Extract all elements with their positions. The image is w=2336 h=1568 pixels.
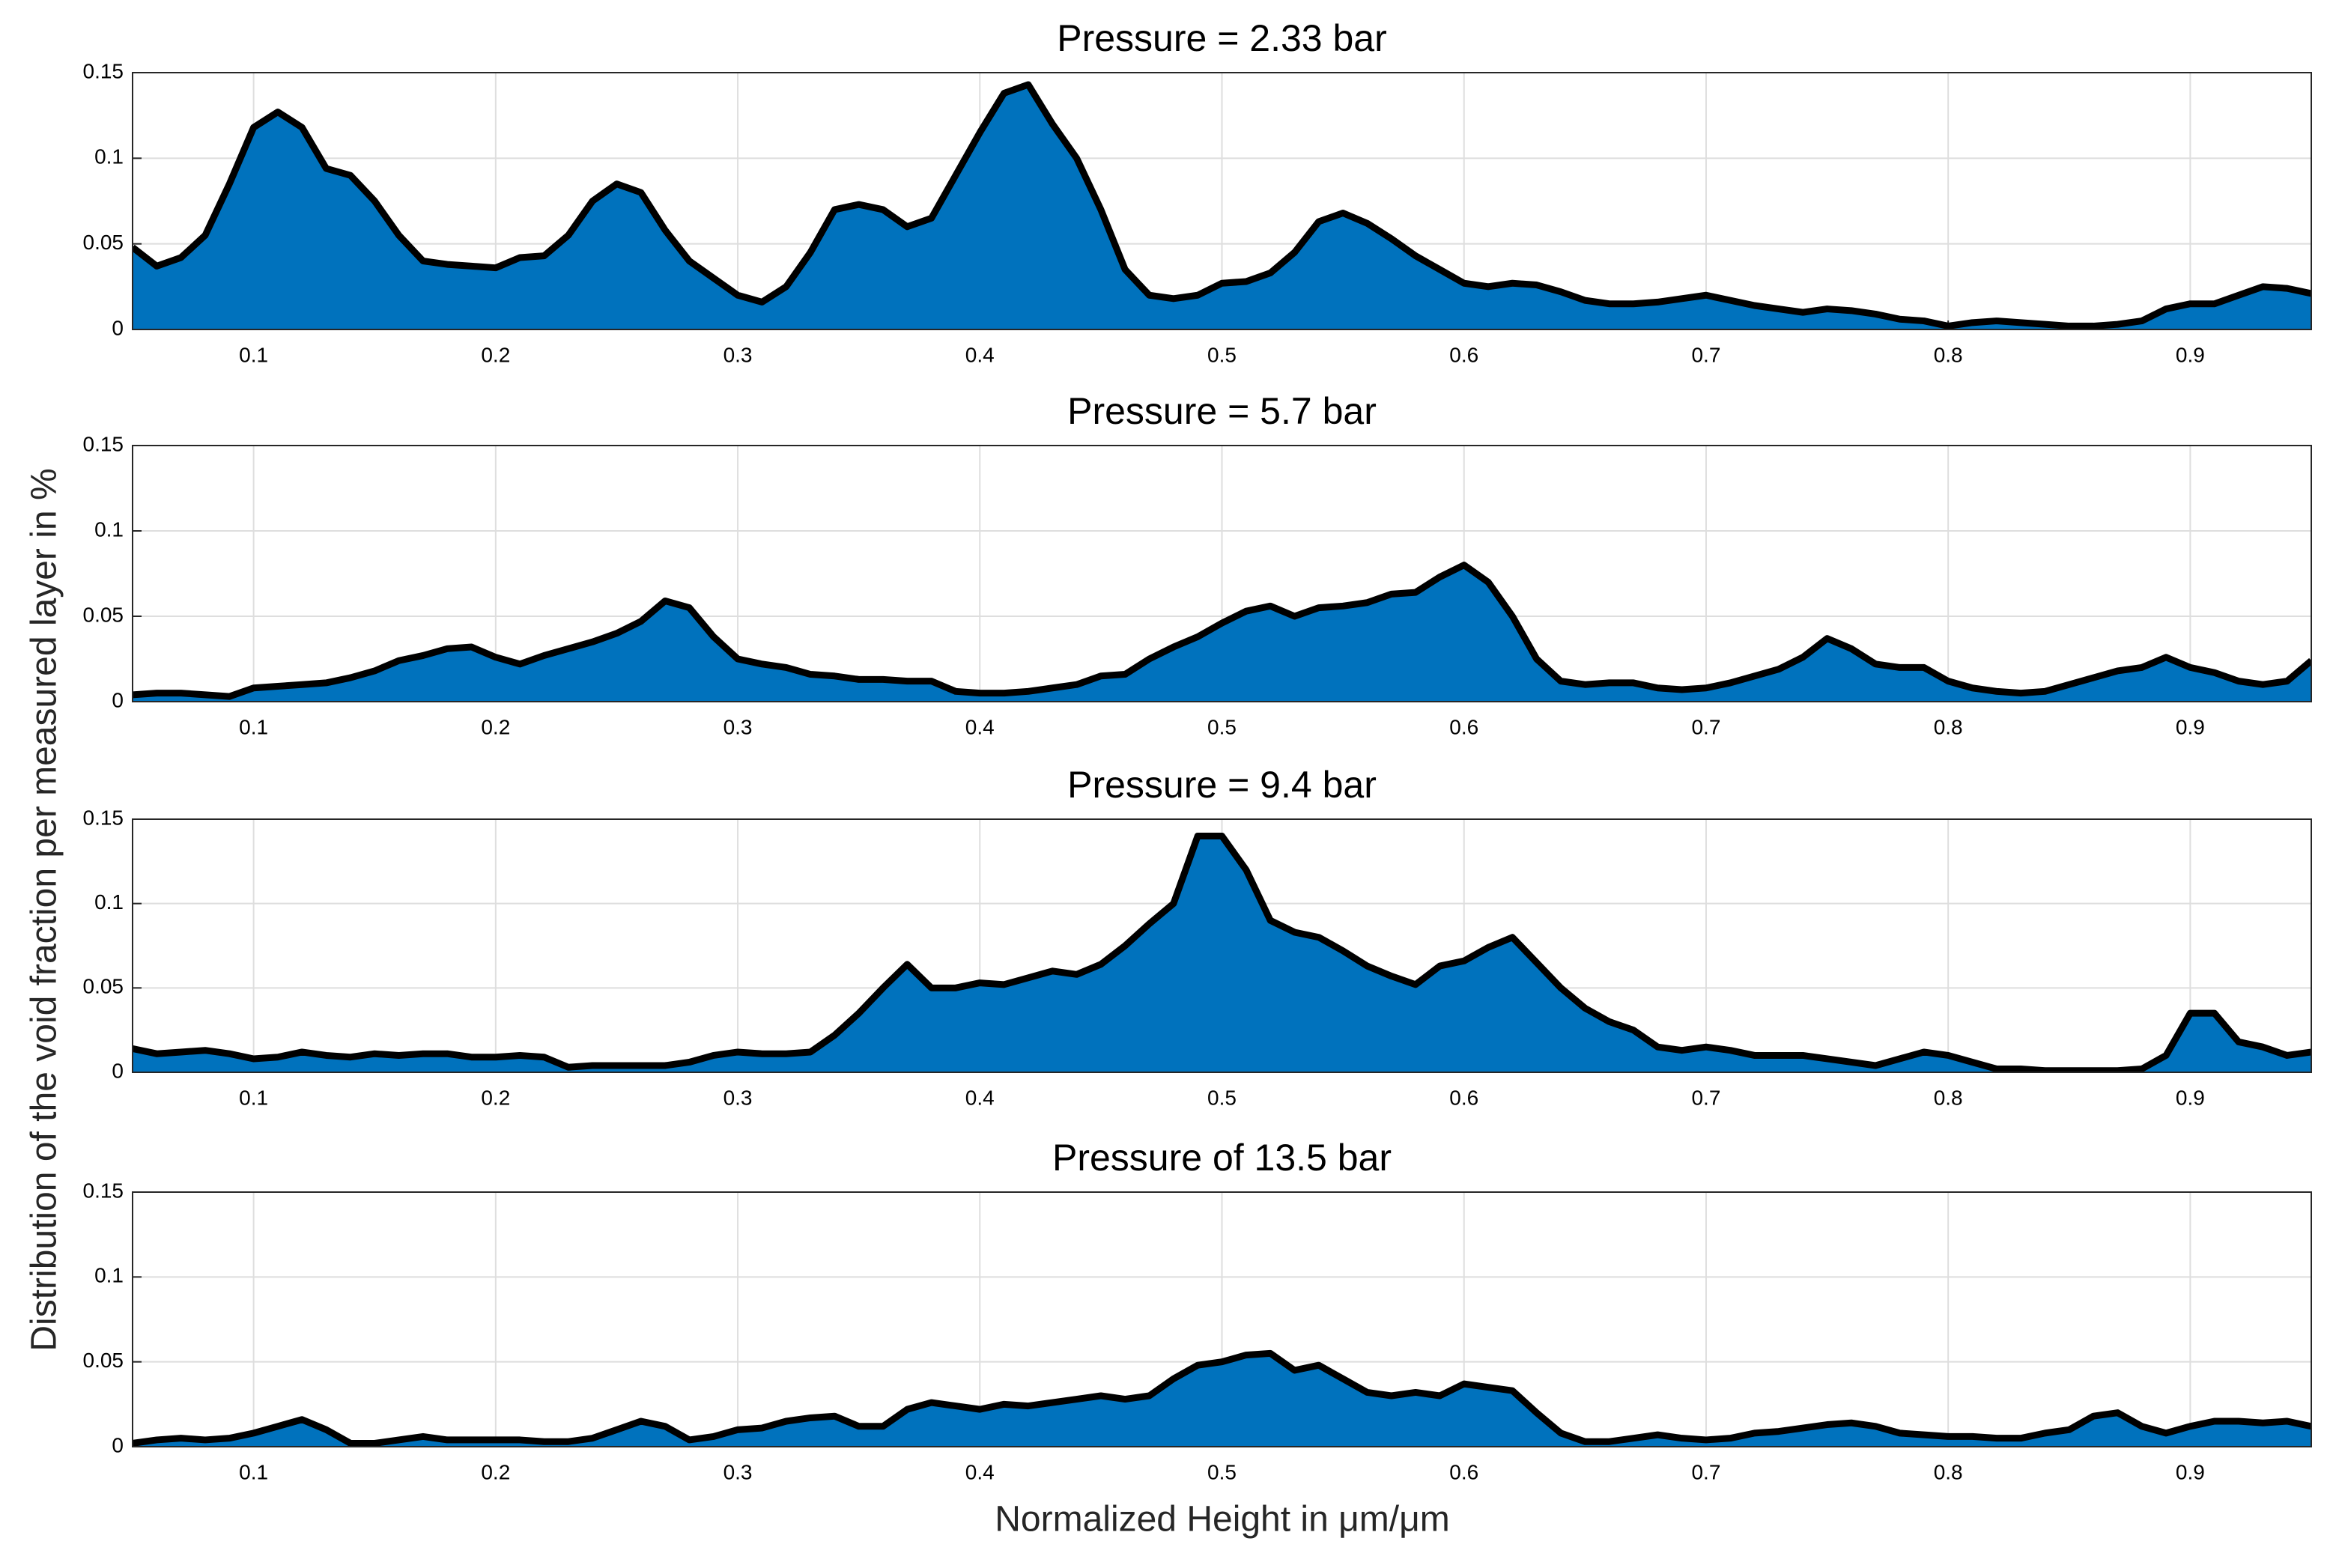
x-tick-label: 0.9 bbox=[2176, 343, 2205, 366]
chart-title: Pressure = 9.4 bar bbox=[1067, 764, 1377, 806]
y-tick-label: 0.05 bbox=[83, 231, 124, 254]
x-tick-label: 0.6 bbox=[1449, 715, 1478, 738]
plot-area bbox=[133, 81, 2311, 329]
x-tick-label: 0.6 bbox=[1449, 343, 1478, 366]
area bbox=[133, 836, 2311, 1072]
y-tick-label: 0 bbox=[112, 316, 124, 339]
x-tick-label: 0.9 bbox=[2176, 1460, 2205, 1483]
x-tick-label: 0.6 bbox=[1449, 1460, 1478, 1483]
x-tick-label: 0.6 bbox=[1449, 1086, 1478, 1109]
x-tick-label: 0.7 bbox=[1691, 1460, 1720, 1483]
area bbox=[133, 85, 2311, 329]
y-tick-label: 0.1 bbox=[94, 517, 124, 541]
x-tick-label: 0.1 bbox=[239, 343, 268, 366]
y-tick-label: 0.15 bbox=[83, 432, 124, 455]
x-tick-label: 0.3 bbox=[723, 1460, 753, 1483]
y-tick-label: 0.05 bbox=[83, 1349, 124, 1372]
x-tick-label: 0.1 bbox=[239, 715, 268, 738]
x-tick-label: 0.7 bbox=[1691, 1086, 1720, 1109]
y-tick-label: 0 bbox=[112, 1433, 124, 1456]
y-tick-label: 0 bbox=[112, 1059, 124, 1082]
line bbox=[133, 1349, 2311, 1447]
chart-title: Pressure of 13.5 bar bbox=[1052, 1137, 1392, 1179]
x-tick-label: 0.8 bbox=[1934, 1460, 1963, 1483]
plot-area bbox=[133, 562, 2311, 702]
axes-frame bbox=[132, 445, 2312, 702]
line bbox=[133, 562, 2311, 700]
line bbox=[133, 833, 2311, 1072]
y-tick-label: 0.05 bbox=[83, 603, 124, 626]
y-tick-label: 0.15 bbox=[83, 59, 124, 82]
area bbox=[133, 1353, 2311, 1447]
x-tick-label: 0.3 bbox=[723, 715, 753, 738]
x-tick-label: 0.2 bbox=[481, 1086, 510, 1109]
x-tick-label: 0.2 bbox=[481, 1460, 510, 1483]
x-axis-label: Normalized Height in μm/μm bbox=[995, 1500, 1449, 1540]
chart-title: Pressure = 2.33 bar bbox=[1057, 17, 1387, 59]
axes-frame bbox=[132, 1191, 2312, 1447]
x-tick-label: 0.7 bbox=[1691, 343, 1720, 366]
plot-area bbox=[133, 833, 2311, 1072]
x-tick-label: 0.8 bbox=[1934, 1086, 1963, 1109]
area bbox=[133, 565, 2311, 702]
x-tick-label: 0.1 bbox=[239, 1460, 268, 1483]
x-tick-label: 0.8 bbox=[1934, 715, 1963, 738]
x-tick-label: 0.5 bbox=[1207, 715, 1237, 738]
y-tick-label: 0.1 bbox=[94, 890, 124, 914]
x-tick-label: 0.1 bbox=[239, 1086, 268, 1109]
y-tick-label: 0.15 bbox=[83, 1179, 124, 1202]
y-tick-label: 0.1 bbox=[94, 145, 124, 168]
x-tick-label: 0.5 bbox=[1207, 343, 1237, 366]
y-tick-label: 0.15 bbox=[83, 806, 124, 829]
x-tick-label: 0.4 bbox=[965, 1086, 995, 1109]
x-tick-label: 0.5 bbox=[1207, 1086, 1237, 1109]
y-tick-label: 0.1 bbox=[94, 1264, 124, 1287]
x-tick-label: 0.8 bbox=[1934, 343, 1963, 366]
x-tick-label: 0.9 bbox=[2176, 1086, 2205, 1109]
x-tick-label: 0.9 bbox=[2176, 715, 2205, 738]
x-tick-label: 0.7 bbox=[1691, 715, 1720, 738]
x-tick-label: 0.4 bbox=[965, 1460, 995, 1483]
x-tick-label: 0.4 bbox=[965, 343, 995, 366]
line bbox=[133, 81, 2311, 329]
x-tick-label: 0.4 bbox=[965, 715, 995, 738]
x-tick-label: 0.3 bbox=[723, 343, 753, 366]
y-tick-label: 0 bbox=[112, 688, 124, 711]
plot-area bbox=[133, 1349, 2311, 1447]
chart-title: Pressure = 5.7 bar bbox=[1067, 390, 1377, 432]
axes-frame bbox=[132, 72, 2312, 330]
x-tick-label: 0.5 bbox=[1207, 1460, 1237, 1483]
y-tick-label: 0.05 bbox=[83, 975, 124, 998]
y-axis-label: Distribution of the void fraction per me… bbox=[25, 468, 64, 1351]
x-tick-label: 0.3 bbox=[723, 1086, 753, 1109]
axes-frame bbox=[132, 818, 2312, 1073]
x-tick-label: 0.2 bbox=[481, 715, 510, 738]
x-tick-label: 0.2 bbox=[481, 343, 510, 366]
